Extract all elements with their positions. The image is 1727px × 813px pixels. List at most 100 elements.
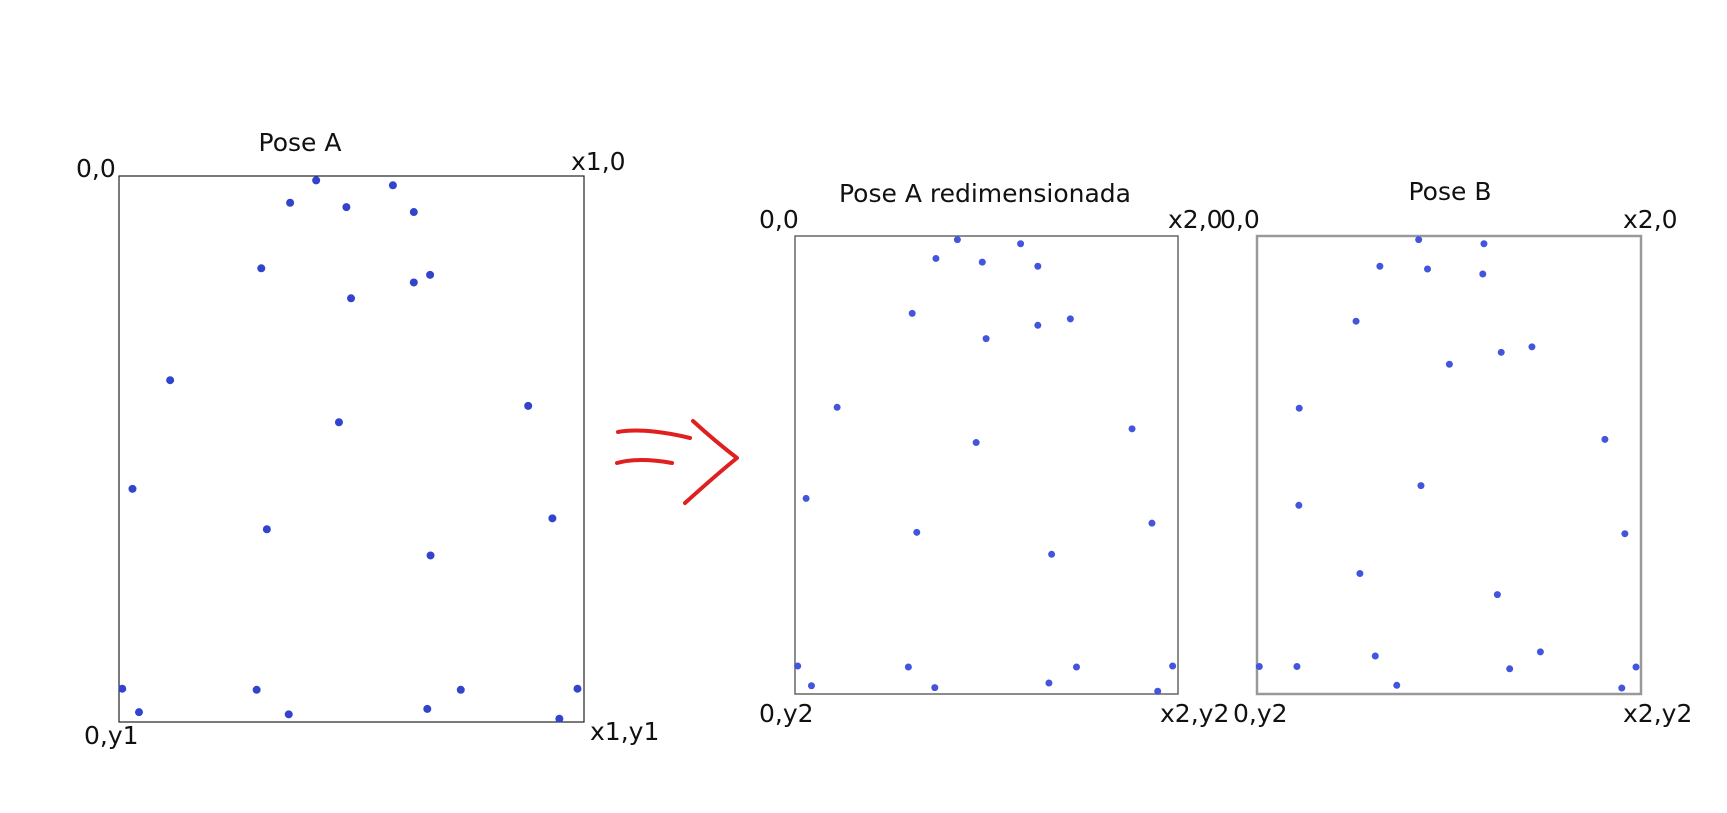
keypoint-2 <box>1480 240 1488 248</box>
keypoint-16 <box>1048 550 1056 558</box>
keypoint-13 <box>128 484 137 493</box>
keypoint-12 <box>334 418 343 427</box>
keypoint-23 <box>423 704 432 713</box>
keypoint-4 <box>342 203 351 212</box>
keypoint-24 <box>1154 687 1162 695</box>
keypoint-1 <box>1415 236 1423 244</box>
keypoint-12 <box>972 439 980 447</box>
corner-label-bottom-right: x2,y2 <box>1623 699 1692 728</box>
corner-label-bottom-left: 0,y2 <box>759 699 814 728</box>
keypoint-17 <box>118 684 127 693</box>
keypoint-10 <box>833 403 841 411</box>
keypoint-15 <box>1356 570 1364 578</box>
keypoint-7 <box>1066 315 1074 323</box>
point-group <box>794 236 1177 695</box>
keypoint-16 <box>1493 591 1501 599</box>
keypoint-13 <box>1295 501 1303 509</box>
keypoint-10 <box>1295 404 1303 412</box>
frame-box <box>794 235 1179 695</box>
keypoint-2 <box>388 181 397 190</box>
keypoint-14 <box>1148 519 1156 527</box>
keypoint-1 <box>953 236 961 244</box>
keypoint-5 <box>1034 262 1042 270</box>
keypoint-20 <box>1506 665 1514 673</box>
corner-label-bottom-left: 0,y2 <box>1233 699 1288 728</box>
keypoint-4 <box>978 258 986 266</box>
keypoint-16 <box>426 551 435 560</box>
keypoint-6 <box>257 264 266 273</box>
keypoint-1 <box>312 176 321 185</box>
keypoint-20 <box>1169 662 1177 670</box>
panel-title: Pose A redimensionada <box>839 179 1131 208</box>
panel-pose-b: Pose B 0,0 x2,0 0,y2 x2,y2 <box>1220 177 1692 728</box>
corner-label-bottom-right: x1,y1 <box>590 717 659 746</box>
keypoint-23 <box>1393 681 1401 689</box>
corner-label-top-right: x2,0 <box>1168 205 1223 234</box>
keypoint-6 <box>1352 317 1360 325</box>
keypoint-21 <box>1536 648 1544 656</box>
arrow-stroke-lower <box>615 458 674 465</box>
corner-label-top-left: 0,0 <box>759 205 799 234</box>
corner-label-bottom-left: 0,y1 <box>84 721 139 750</box>
keypoint-15 <box>913 528 921 536</box>
keypoint-7 <box>1528 343 1536 351</box>
keypoint-11 <box>1128 425 1136 433</box>
frame-box <box>1255 234 1643 696</box>
keypoint-10 <box>166 376 175 385</box>
arrow-stroke-upper <box>616 428 692 440</box>
keypoint-9 <box>982 335 990 343</box>
keypoint-23 <box>1045 679 1053 687</box>
keypoint-18 <box>252 685 261 694</box>
corner-label-top-right: x2,0 <box>1623 205 1678 234</box>
keypoint-4 <box>1423 265 1431 273</box>
keypoint-21 <box>807 682 815 690</box>
keypoint-14 <box>1621 530 1629 538</box>
keypoint-14 <box>548 514 557 523</box>
corner-label-top-right: x1,0 <box>571 147 626 176</box>
keypoint-17 <box>1255 663 1263 671</box>
frame-box <box>118 175 585 723</box>
keypoint-15 <box>262 525 271 534</box>
keypoint-5 <box>1479 270 1487 278</box>
keypoint-9 <box>1445 360 1453 368</box>
keypoint-8 <box>1034 321 1042 329</box>
keypoint-19 <box>1371 652 1379 660</box>
keypoint-8 <box>409 278 418 287</box>
keypoint-21 <box>134 708 143 717</box>
keypoint-3 <box>1376 262 1384 270</box>
keypoint-18 <box>904 663 912 671</box>
keypoint-24 <box>1618 684 1626 692</box>
corner-label-top-left: 0,0 <box>1220 205 1260 234</box>
keypoint-22 <box>1632 663 1640 671</box>
point-group <box>1255 236 1640 692</box>
panel-title: Pose B <box>1409 177 1492 206</box>
keypoint-7 <box>426 270 435 279</box>
keypoint-2 <box>1017 240 1025 248</box>
keypoint-19 <box>1073 663 1081 671</box>
keypoint-20 <box>573 684 582 693</box>
keypoint-8 <box>1497 348 1505 356</box>
keypoint-22 <box>931 684 939 692</box>
panel-pose-a-resized: Pose A redimensionada 0,0 x2,0 0,y2 x2,y… <box>759 179 1229 728</box>
arrow-head <box>683 419 739 505</box>
keypoint-6 <box>908 309 916 317</box>
keypoint-19 <box>456 685 465 694</box>
keypoint-5 <box>409 208 418 217</box>
keypoint-22 <box>284 710 293 719</box>
keypoint-18 <box>1293 663 1301 671</box>
keypoint-9 <box>347 294 356 303</box>
corner-label-top-left: 0,0 <box>76 154 116 183</box>
keypoint-17 <box>794 662 802 670</box>
keypoint-11 <box>1601 435 1609 443</box>
corner-label-bottom-right: x2,y2 <box>1160 699 1229 728</box>
keypoint-13 <box>802 494 810 502</box>
keypoint-11 <box>524 401 533 410</box>
panel-title: Pose A <box>259 128 342 157</box>
keypoint-12 <box>1417 482 1425 490</box>
keypoint-24 <box>555 714 564 723</box>
keypoint-3 <box>286 198 295 207</box>
point-group <box>118 176 582 723</box>
transform-arrow <box>615 419 739 505</box>
keypoint-3 <box>932 254 940 262</box>
